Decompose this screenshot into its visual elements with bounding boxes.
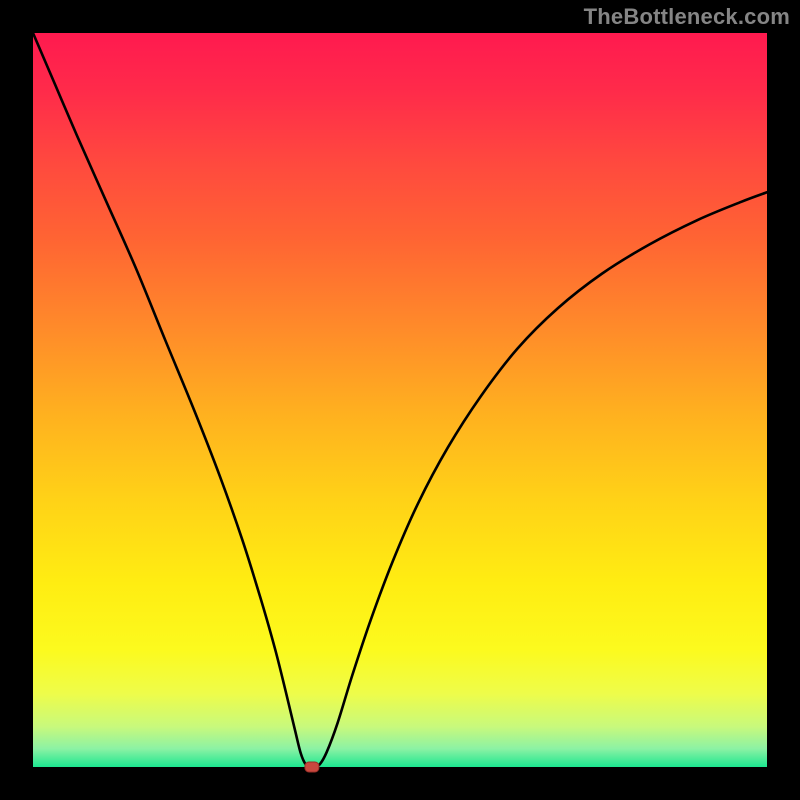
bottleneck-chart — [0, 0, 800, 800]
minimum-marker — [305, 762, 319, 772]
chart-plot-area — [33, 33, 767, 767]
chart-container: { "watermark": { "text": "TheBottleneck.… — [0, 0, 800, 800]
watermark-text: TheBottleneck.com — [584, 4, 790, 30]
